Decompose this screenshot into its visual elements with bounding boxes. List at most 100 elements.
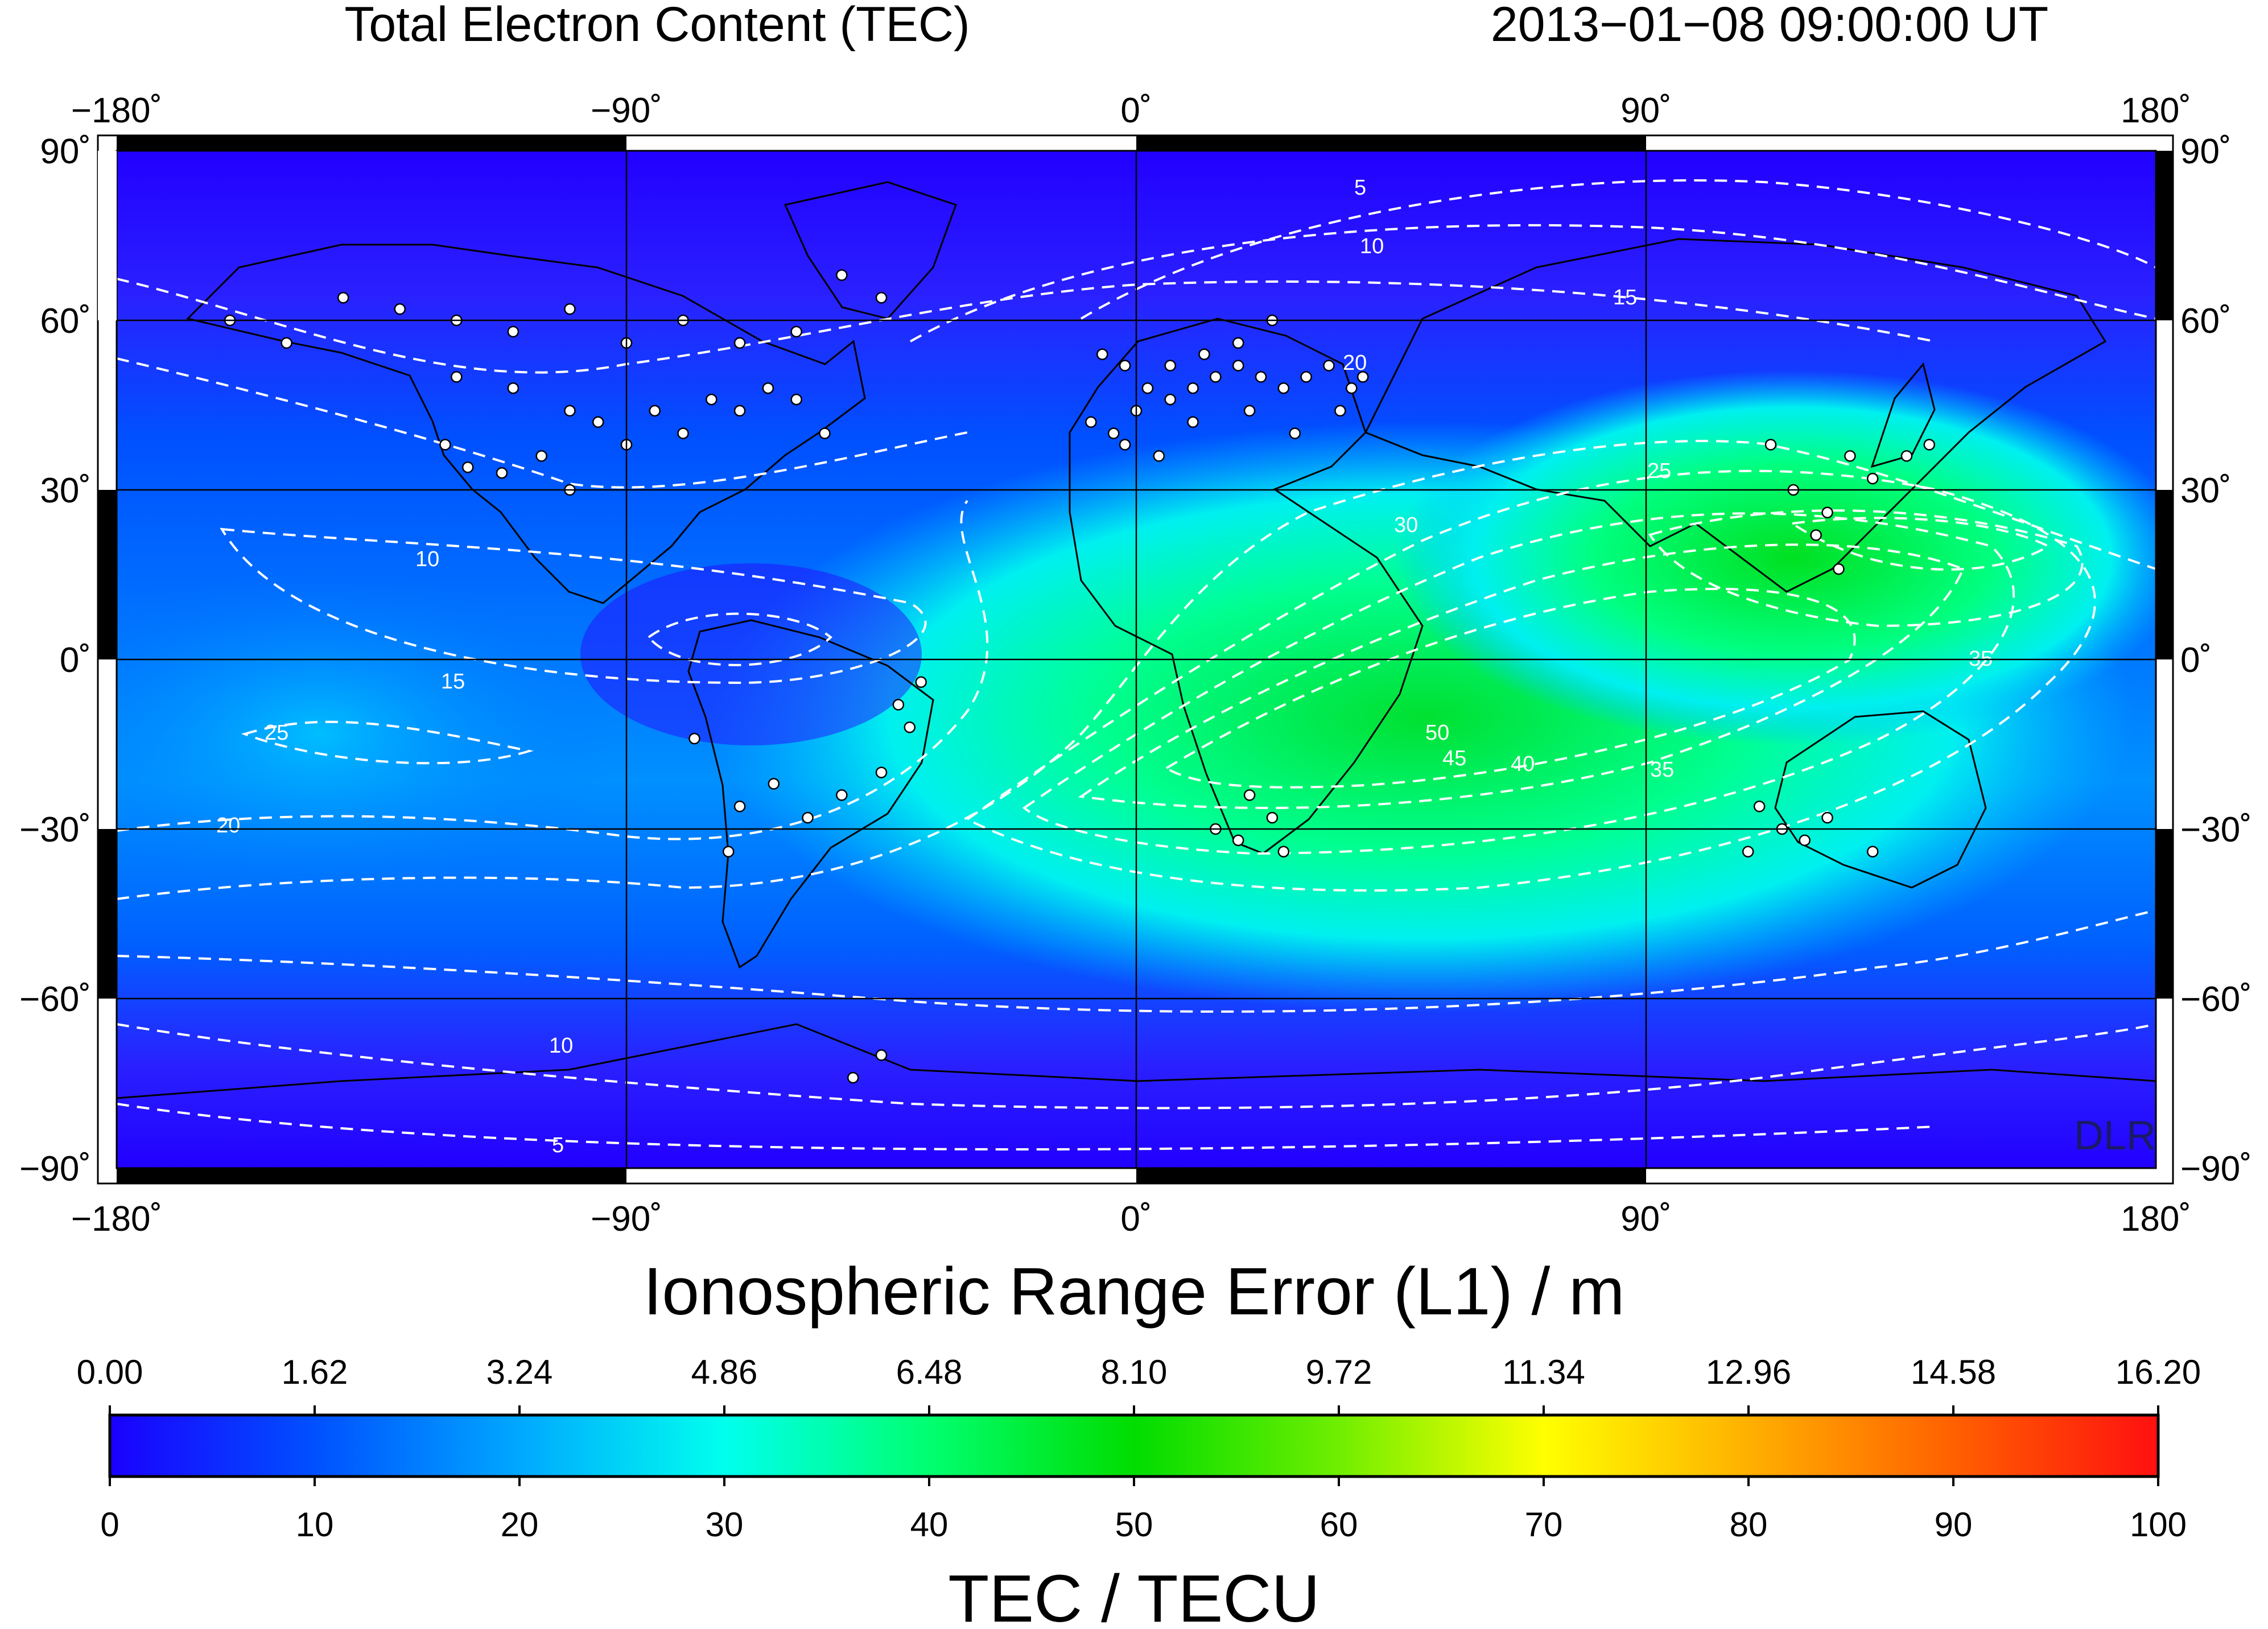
contour-label: 5 (552, 1133, 564, 1157)
contour-label: 5 (1354, 176, 1366, 200)
colorbar-bottom-tick: 100 (2130, 1506, 2187, 1544)
station-marker (875, 766, 888, 778)
contour-line (910, 224, 2156, 343)
station-marker (1844, 450, 1856, 462)
station-marker (875, 292, 888, 304)
station-marker (768, 778, 780, 790)
colorbar-top-tick: 14.58 (1911, 1353, 1996, 1391)
station-marker (875, 1049, 888, 1061)
lat-tick-label: 0˚ (60, 641, 91, 680)
colorbar-top-ticks: 0.00 1.62 3.24 4.86 6.48 8.10 9.72 11.34 12.96 14… (77, 1353, 2201, 1415)
station-marker (507, 325, 519, 338)
station-marker (337, 292, 349, 304)
station-marker (802, 811, 814, 824)
colorbar-bottom-tick: 30 (706, 1506, 744, 1544)
lon-tick-label: −90˚ (591, 91, 662, 130)
station-marker (1232, 337, 1244, 349)
station-marker (535, 450, 547, 462)
station-marker (1187, 416, 1199, 428)
station-marker (1277, 846, 1290, 857)
colorbar-top-label: Ionospheric Range Error (L1) / m (644, 1254, 1625, 1329)
lat-tick-label: 0˚ (2180, 641, 2212, 680)
station-marker (1232, 360, 1244, 372)
station-marker (1141, 382, 1154, 394)
frame-bars (98, 135, 2173, 1183)
contour-label: 30 (1394, 513, 1418, 537)
station-marker (904, 721, 916, 733)
station-marker (1164, 393, 1176, 406)
antarctica-outline (117, 1023, 2156, 1099)
station-marker (847, 1071, 859, 1084)
lat-tick-label: 30˚ (40, 471, 91, 510)
station-marker (836, 269, 848, 281)
station-marker (281, 337, 292, 349)
station-marker (790, 325, 802, 338)
contour-label: 10 (549, 1034, 573, 1058)
station-marker (1300, 371, 1312, 383)
station-marker (1753, 801, 1766, 813)
asia-outline (1364, 238, 2107, 593)
station-marker (892, 699, 905, 711)
credit-label: DLR (2074, 1113, 2156, 1158)
station-marker (1164, 360, 1176, 372)
contour-label: 20 (216, 814, 240, 838)
lon-tick-label: 0˚ (1120, 1199, 1152, 1239)
station-marker (496, 467, 508, 479)
station-marker (564, 303, 576, 315)
lat-tick-label: −60˚ (19, 980, 91, 1019)
station-marker (1821, 811, 1833, 824)
lon-tick-label: 90˚ (1620, 91, 1672, 130)
north-america-outline (186, 244, 866, 604)
station-marker (915, 676, 927, 688)
station-marker (592, 416, 604, 428)
lon-tick-label: −90˚ (591, 1199, 662, 1239)
station-marker (688, 732, 700, 745)
frame-bar-top (117, 135, 626, 151)
colorbar-top-tick: 6.48 (896, 1353, 963, 1391)
contour-label: 45 (1442, 747, 1466, 770)
station-marker (1243, 789, 1256, 801)
contour-label: 25 (265, 721, 288, 745)
colorbar-top-tick: 8.10 (1101, 1353, 1168, 1391)
lon-ticks-top: −180˚ −90˚ 0˚ 90˚ 180˚ (71, 91, 2191, 130)
lon-tick-label: 180˚ (2121, 91, 2191, 130)
station-marker (706, 393, 717, 406)
station-marker (722, 846, 735, 857)
colorbar-top-tick: 4.86 (691, 1353, 758, 1391)
station-marker (1742, 846, 1754, 857)
contour-line (117, 909, 2156, 1013)
station-marker (1232, 834, 1244, 847)
lat-tick-label: −30˚ (2180, 810, 2252, 849)
lat-tick-label: −30˚ (19, 810, 91, 849)
station-marker (762, 382, 774, 394)
contour-label: 10 (415, 547, 439, 571)
colorbar-top-tick: 9.72 (1306, 1353, 1372, 1391)
contour-label: 35 (1650, 758, 1674, 782)
colorbar-bottom-tick: 20 (501, 1506, 539, 1544)
lat-tick-label: 90˚ (2180, 132, 2232, 171)
contour-label: 25 (1647, 459, 1671, 483)
station-marker (1923, 439, 1936, 451)
lat-tick-label: −90˚ (19, 1149, 91, 1189)
lon-tick-label: 0˚ (1120, 91, 1152, 130)
station-marker (733, 337, 746, 349)
colorbar (108, 1413, 2160, 1478)
lat-ticks-right: 90˚ 60˚ 30˚ 0˚ −30˚ −60˚ −90˚ (2180, 132, 2252, 1189)
contour-line (117, 440, 2156, 900)
colorbar-bottom-tick: 80 (1730, 1506, 1768, 1544)
contour-line (1080, 179, 2156, 320)
station-marker (1085, 416, 1097, 428)
colorbar-bottom-label: TEC / TECU (948, 1561, 1319, 1626)
station-marker (819, 427, 831, 439)
map-title: Total Electron Content (TEC) (344, 0, 970, 52)
frame-bar-bottom (117, 1168, 626, 1183)
colorbar-bottom-ticks: 0 10 20 30 40 50 60 70 80 90 100 (100, 1477, 2187, 1544)
lon-tick-label: 90˚ (1620, 1199, 1672, 1239)
station-marker (733, 801, 746, 813)
contour-line (965, 469, 2096, 892)
station-marker (733, 405, 746, 417)
station-marker (1153, 450, 1165, 462)
station-marker (507, 382, 519, 394)
lat-tick-label: 30˚ (2180, 471, 2232, 510)
lat-tick-label: 60˚ (2180, 302, 2232, 341)
